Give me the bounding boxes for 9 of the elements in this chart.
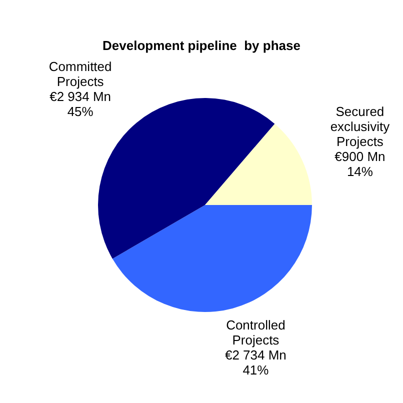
pie-slice (205, 124, 312, 205)
slice-label: Controlled Projects (226, 318, 286, 348)
slice-label: Secured exclusivity Projects (330, 104, 390, 150)
pie-slice (112, 205, 312, 312)
chart-title: Development pipeline by phase (102, 38, 300, 53)
data-label: €900 Mn 14% (334, 149, 386, 180)
data-label: €2 734 Mn 41% (224, 348, 286, 378)
slice-label: Committed Projects (48, 59, 112, 90)
data-label: €2 934 Mn 45% (50, 89, 112, 120)
